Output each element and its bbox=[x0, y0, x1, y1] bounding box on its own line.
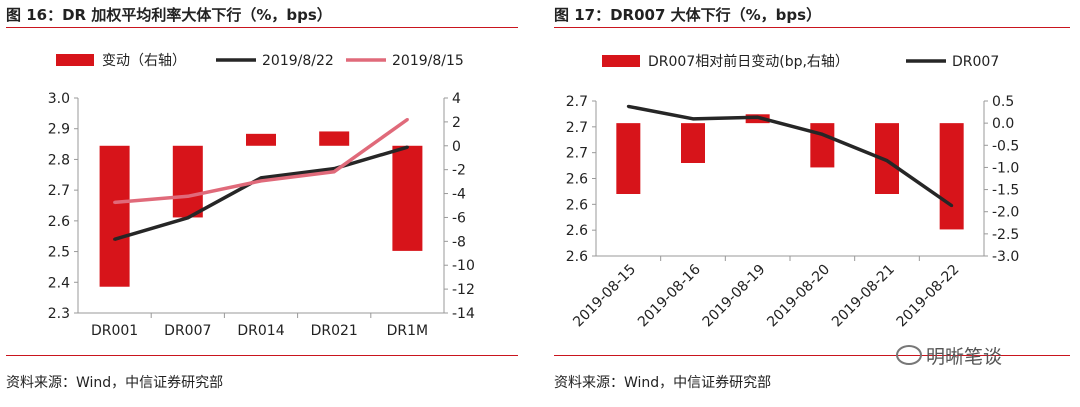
left-tick-label: 2.6 bbox=[48, 214, 70, 230]
series-line-DR007 bbox=[628, 104, 953, 208]
point-2019/8/15-DR007 bbox=[186, 194, 190, 198]
category-label: 2019-08-15 bbox=[570, 262, 639, 331]
legend-swatch-bar bbox=[56, 54, 94, 66]
category-label: DR1M bbox=[387, 323, 429, 339]
category-label: DR001 bbox=[91, 323, 138, 339]
right-figure-title: 图 17：DR007 大体下行（%，bps） bbox=[554, 6, 822, 24]
right-bottom-rule bbox=[554, 355, 1070, 356]
point-2019/8/15-DR1M bbox=[405, 118, 409, 121]
left-tick-label: 3.0 bbox=[48, 91, 70, 107]
point-2019/8/22-DR014 bbox=[259, 176, 263, 180]
left-chart: 变动（右轴） 2019/8/22 2019/8/15 2.3 2.4 2.5 2.6 2.7 2… bbox=[48, 53, 475, 339]
right-tick-label: -6 bbox=[452, 210, 466, 226]
left-tick-label: 2.4 bbox=[48, 275, 70, 291]
right-chart-panel: 图 17：DR007 大体下行（%，bps） DR007相对前日变动(bp,右轴… bbox=[548, 0, 1080, 407]
legend-label: DR007 bbox=[952, 54, 999, 70]
point-DR007-2019-08-20 bbox=[820, 132, 824, 136]
watermark: 明晰笔谈 bbox=[896, 342, 1002, 369]
bar-2019-08-15 bbox=[616, 123, 641, 194]
left-tick-label: 2.6 bbox=[566, 172, 588, 188]
point-DR007-2019-08-21 bbox=[885, 159, 889, 163]
point-2019/8/15-DR001 bbox=[113, 200, 117, 204]
left-bottom-rule bbox=[6, 355, 518, 356]
right-tick-label: -2 bbox=[452, 163, 466, 179]
legend-label: DR007相对前日变动(bp,右轴） bbox=[648, 53, 849, 70]
right-tick-label: -0.5 bbox=[992, 138, 1019, 154]
right-title-rule bbox=[554, 27, 1070, 28]
right-tick-label: -10 bbox=[452, 258, 475, 274]
bar-DR1M bbox=[392, 145, 423, 251]
right-tick-label: -4 bbox=[452, 187, 466, 203]
left-tick-label: 2.7 bbox=[566, 94, 588, 110]
left-tick-label: 2.6 bbox=[566, 249, 588, 265]
category-label: DR007 bbox=[164, 323, 211, 339]
category-label: 2019-08-16 bbox=[635, 261, 704, 330]
left-chart-panel: 图 16：DR 加权平均利率大体下行（%，bps） 变动（右轴） 2019/8/2… bbox=[0, 0, 530, 407]
right-tick-label: 0.5 bbox=[992, 94, 1014, 110]
bar-DR014 bbox=[246, 133, 276, 146]
right-chart: DR007相对前日变动(bp,右轴） DR007 2.6 2.6 2.6 2.6 2.7 2.… bbox=[566, 53, 1020, 331]
right-tick-label: -2.0 bbox=[992, 205, 1019, 221]
category-label: 2019-08-21 bbox=[829, 262, 898, 331]
watermark-text: 明晰笔谈 bbox=[926, 346, 1003, 368]
point-DR007-2019-08-19 bbox=[756, 115, 760, 119]
right-source-note: 资料来源：Wind，中信证券研究部 bbox=[554, 375, 772, 391]
bar-2019-08-20 bbox=[810, 123, 835, 168]
category-label: 2019-08-20 bbox=[764, 262, 833, 331]
right-tick-label: -8 bbox=[452, 234, 466, 250]
point-2019/8/22-DR1M bbox=[405, 145, 409, 149]
wechat-icon bbox=[896, 345, 922, 365]
point-2019/8/15-DR014 bbox=[259, 179, 263, 183]
series-line-2019/8/22 bbox=[114, 145, 408, 241]
legend-label: 2019/8/22 bbox=[262, 53, 334, 69]
category-label: DR021 bbox=[311, 323, 358, 339]
left-tick-label: 2.6 bbox=[566, 223, 588, 239]
bar-DR007 bbox=[172, 145, 203, 218]
left-tick-label: 2.7 bbox=[48, 183, 70, 199]
point-DR007-2019-08-22 bbox=[950, 204, 954, 208]
left-tick-label: 2.5 bbox=[48, 245, 70, 261]
bar-DR001 bbox=[99, 145, 130, 287]
bar-2019-08-22 bbox=[939, 123, 964, 230]
category-label: DR014 bbox=[237, 323, 284, 339]
left-tick-label: 2.7 bbox=[566, 146, 588, 162]
point-2019/8/22-DR001 bbox=[113, 237, 117, 241]
right-tick-label: 2 bbox=[452, 115, 461, 131]
right-tick-label: -1.5 bbox=[992, 183, 1019, 199]
left-source-note: 资料来源：Wind，中信证券研究部 bbox=[6, 375, 224, 391]
point-DR007-2019-08-15 bbox=[626, 104, 630, 108]
right-tick-label: -12 bbox=[452, 282, 475, 298]
point-DR007-2019-08-16 bbox=[691, 117, 695, 121]
right-tick-label: -14 bbox=[452, 306, 475, 322]
bar-2019-08-16 bbox=[681, 123, 705, 163]
right-tick-label: -1.0 bbox=[992, 160, 1019, 176]
right-tick-label: -3.0 bbox=[992, 249, 1019, 265]
left-tick-label: 2.6 bbox=[566, 197, 588, 213]
right-tick-label: -2.5 bbox=[992, 227, 1019, 243]
right-tick-label: 0.0 bbox=[992, 116, 1014, 132]
left-tick-label: 2.8 bbox=[48, 152, 70, 168]
legend-label: 2019/8/15 bbox=[392, 53, 464, 69]
point-2019/8/15-DR021 bbox=[332, 170, 336, 174]
right-tick-label: 0 bbox=[452, 139, 461, 155]
left-tick-label: 2.9 bbox=[48, 122, 70, 138]
left-figure-title: 图 16：DR 加权平均利率大体下行（%，bps） bbox=[6, 6, 332, 24]
category-label: 2019-08-19 bbox=[700, 262, 769, 331]
bar-DR021 bbox=[319, 131, 350, 146]
legend-swatch-bar bbox=[602, 55, 640, 67]
left-tick-label: 2.3 bbox=[48, 306, 70, 322]
left-title-rule bbox=[6, 27, 518, 28]
right-tick-label: 4 bbox=[452, 91, 461, 107]
left-tick-label: 2.7 bbox=[566, 120, 588, 136]
point-2019/8/22-DR007 bbox=[186, 216, 190, 220]
category-label: 2019-08-22 bbox=[894, 262, 963, 331]
legend-label: 变动（右轴） bbox=[102, 53, 186, 69]
